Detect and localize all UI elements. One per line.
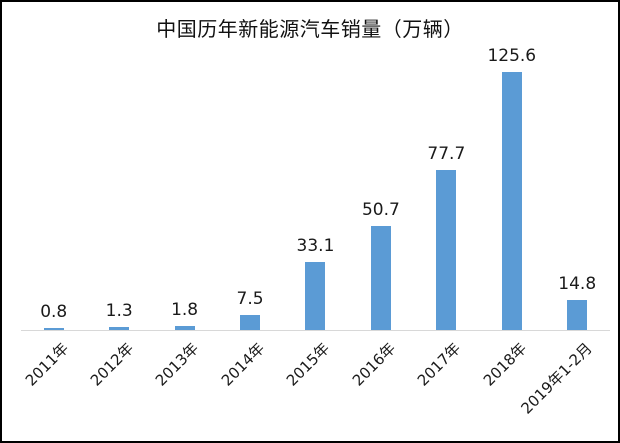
chart-title: 中国历年新能源汽车销量（万辆） [156, 17, 464, 41]
bar [305, 262, 326, 330]
x-axis-tick-label: 2015年 [283, 339, 334, 390]
bar [370, 225, 391, 330]
x-axis-tick-label: 2012年 [86, 339, 138, 390]
bar-value-label: 1.8 [171, 300, 199, 321]
bar [240, 314, 261, 330]
x-axis-line [21, 330, 610, 331]
bar-value-label: 0.8 [40, 302, 68, 323]
bar-value-label: 7.5 [236, 288, 264, 309]
x-axis-tick-label: 2016年 [348, 339, 399, 390]
bar [436, 170, 457, 330]
x-axis-tick-label: 2014年 [217, 339, 269, 390]
bar [43, 328, 64, 330]
x-axis-tick-label: 2013年 [152, 339, 203, 390]
bar [567, 299, 588, 330]
bar [174, 326, 195, 330]
bar-value-label: 125.6 [487, 46, 537, 66]
bar [501, 72, 522, 330]
bar-value-label: 33.1 [296, 236, 335, 256]
bar [109, 327, 130, 330]
x-axis-tick-label: 2017年 [414, 339, 465, 390]
x-axis-tick-label: 2011年 [21, 339, 72, 390]
x-axis-tick-label: 2018年 [479, 339, 530, 390]
bar-value-label: 1.3 [105, 301, 133, 322]
bar-value-label: 50.7 [361, 199, 400, 220]
bar-value-label: 14.8 [558, 273, 597, 294]
bar-value-label: 77.7 [427, 144, 466, 165]
